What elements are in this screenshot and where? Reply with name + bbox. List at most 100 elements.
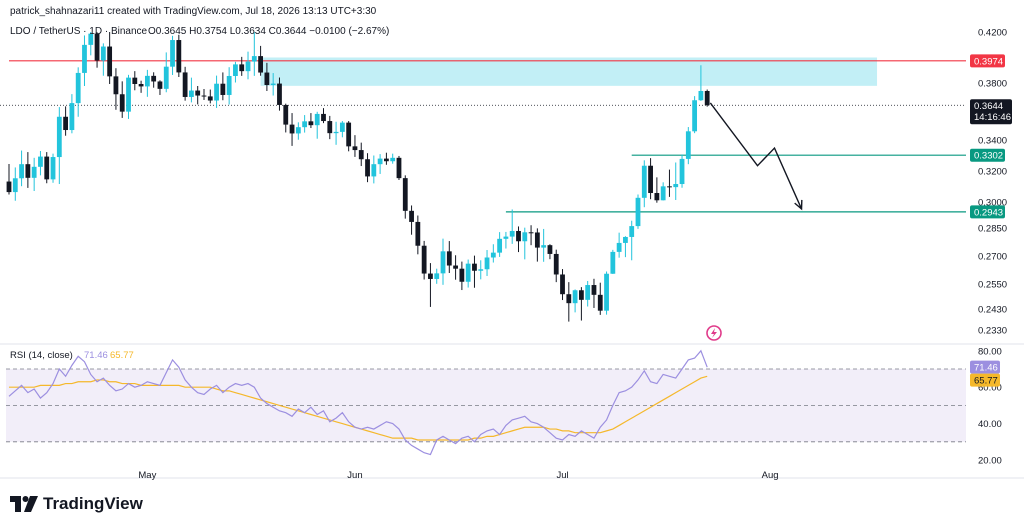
candle-body [572,290,578,304]
candle-body [377,158,383,165]
candle-body [44,156,50,180]
candle [623,236,628,258]
price-tick-label: 0.2330 [978,326,1007,337]
candle [679,154,685,188]
candle [396,155,402,180]
candle [38,151,43,176]
candle [270,73,276,96]
candle [63,106,69,136]
candle [352,135,358,157]
level-label: 0.2943 [974,207,1003,218]
candle-body [428,273,433,279]
candle-body [258,56,263,73]
candle [635,194,641,229]
candle-body [126,77,131,112]
candle-body [69,103,75,131]
candle [107,32,113,84]
candle [692,96,698,134]
candle [402,175,408,219]
candle-body [38,156,43,167]
candle-body [516,230,521,242]
candle-body [207,96,213,101]
rsi-value-label: 65.77 [974,376,998,387]
candle [591,278,597,308]
price-tick-label: 0.3400 [978,136,1007,147]
candle-body [578,290,584,300]
author-credit: patrick_shahnazari11 created with Tradin… [10,6,377,17]
time-tick-label: May [138,470,156,481]
price-tick-label: 0.3800 [978,79,1007,90]
candle-body [421,245,427,274]
candle-body [704,90,710,106]
candle [377,154,383,174]
candle-body [358,150,364,160]
candle-body [604,273,609,311]
candle-body [308,121,314,126]
candle [239,56,245,76]
candle-body [233,64,238,76]
candle-body [553,253,559,275]
rsi-tick-label: 40.00 [978,419,1002,430]
candle [490,244,496,263]
candle-body [685,131,691,159]
candle-body [56,116,62,158]
price-tick-label: 0.4200 [978,28,1007,39]
candle-body [660,186,666,201]
candle-body [453,265,458,269]
candle [597,282,603,315]
candle-body [283,104,289,125]
candle-body [82,44,87,73]
tradingview-logo[interactable]: TradingView [10,494,143,514]
candle-body [251,56,257,62]
candle-body [698,90,704,101]
lightning-bolt [711,328,717,338]
candle [277,77,282,111]
candle-body [434,273,440,279]
candle [497,232,503,257]
candle [616,232,622,258]
level-label-bg [970,54,1005,68]
candle [233,61,238,83]
candle [19,150,24,187]
candle-body [415,221,421,246]
symbol-title[interactable]: LDO / TetherUS · 1D · Binance [10,26,148,37]
candle [82,35,87,86]
price-tick-label: 0.2850 [978,224,1007,235]
candle [415,215,421,255]
candle-body [465,263,471,282]
current-price-label-bg [970,99,1012,125]
candle-body [641,165,647,198]
countdown-label: 14:16:46 [974,112,1011,123]
candle-body [503,236,509,239]
current-price-label: 0.3644 [974,101,1003,112]
candle-body [12,178,18,193]
time-tick-label: Aug [762,470,779,481]
candle [151,72,157,88]
candle-body [534,232,540,248]
candle-body [459,268,465,282]
candle-body [346,122,352,147]
candle-body [239,64,245,72]
candle [541,228,547,262]
candle [478,260,484,280]
rsi-tick-label: 80.00 [978,346,1002,357]
candle-body [409,210,414,222]
candle [94,32,100,68]
candle [201,88,207,100]
candle-body [157,81,163,89]
candle [566,282,572,322]
candle-body [100,46,106,61]
price-pane: 0.4200 0.3800 0.3400 0.3200 0.3000 0.2850 0.27… [0,28,1024,345]
candle [283,103,289,133]
candle-body [352,146,358,151]
candle [220,72,226,101]
candle-body [151,75,157,82]
candle-body [195,90,201,96]
rsi-title: RSI (14, close) [10,350,73,361]
candle [132,71,138,91]
candle-body [25,164,31,178]
candle [503,231,509,249]
candle [176,34,182,78]
candle [100,43,106,76]
